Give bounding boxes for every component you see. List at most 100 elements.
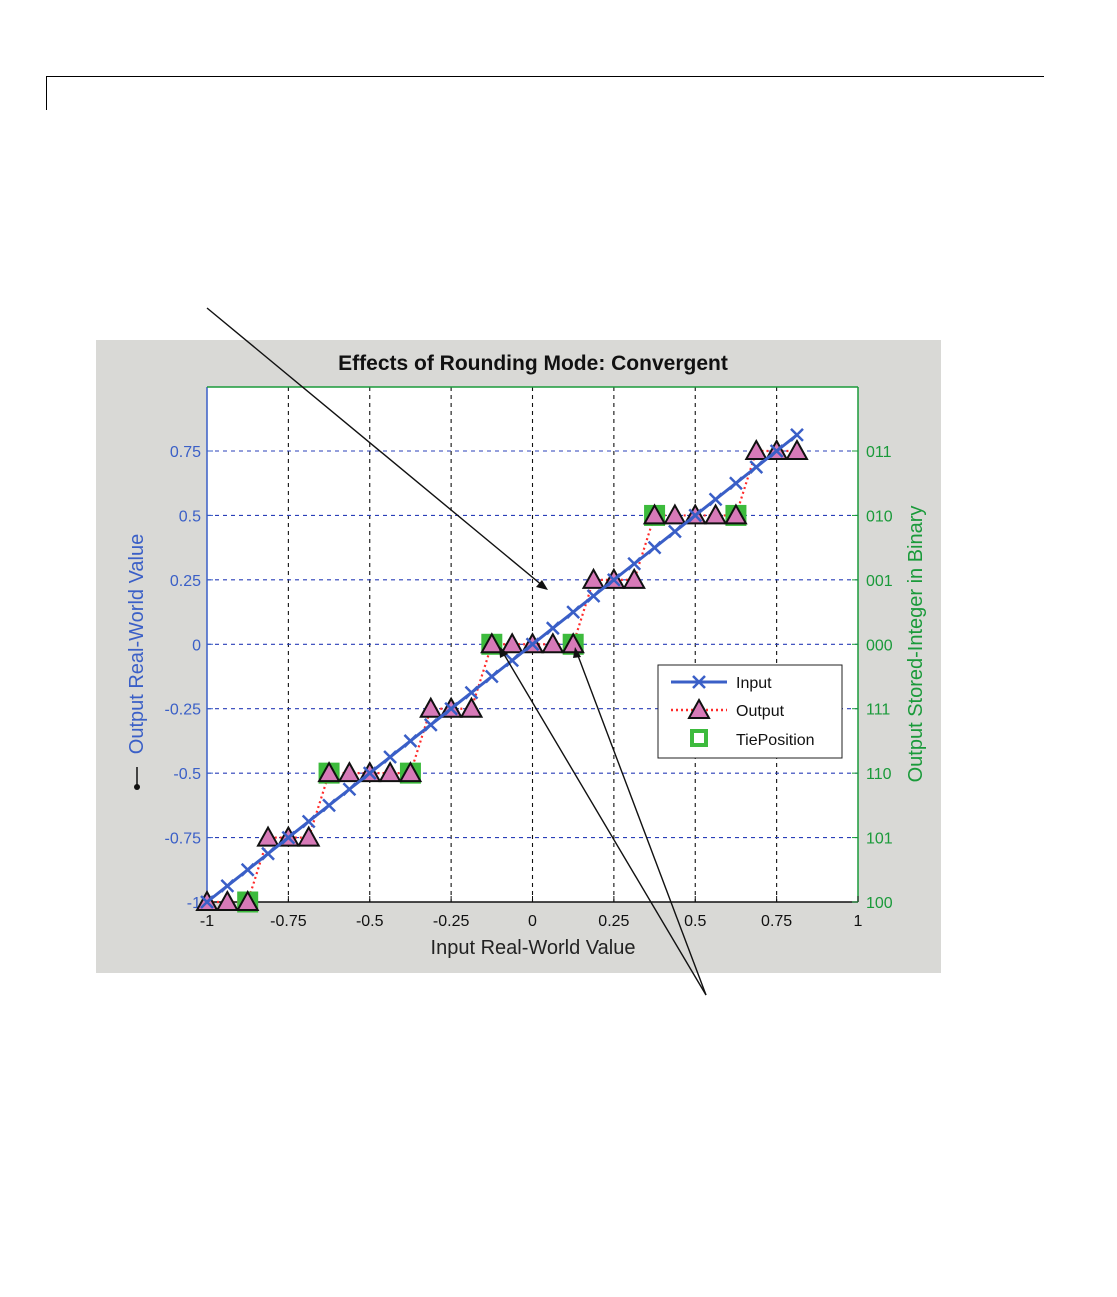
- output-point: [724, 503, 748, 525]
- input-point: [769, 444, 784, 458]
- arrowhead-icon: [573, 647, 581, 658]
- output-point: [581, 567, 606, 589]
- y-tick-label: 0.25: [170, 573, 201, 590]
- input-point: [200, 895, 214, 909]
- x-tick-label: -0.5: [356, 913, 384, 930]
- input-point: [342, 782, 357, 797]
- output-point: [419, 696, 443, 718]
- output-point: [235, 889, 260, 911]
- input-point: [566, 605, 581, 619]
- output-point: [317, 761, 341, 783]
- x-tick-label: 1: [854, 913, 863, 930]
- output-point: [480, 632, 504, 654]
- input-point: [301, 814, 316, 829]
- annotation-arrow: [576, 652, 707, 996]
- input-point: [362, 766, 377, 781]
- input-point: [220, 879, 235, 893]
- input-point: [281, 830, 296, 845]
- input-point: [606, 572, 621, 587]
- legend-label-input: Input: [736, 675, 772, 692]
- input-point: [505, 653, 520, 668]
- output-point: [622, 567, 646, 589]
- y-tick-label: -0.5: [173, 766, 201, 783]
- legend-item-output: Output: [671, 697, 785, 720]
- input-point: [322, 798, 336, 813]
- x-tick-label: 0: [528, 913, 537, 930]
- x-tick-label: 0.75: [761, 913, 792, 930]
- y-tick-label: -0.75: [165, 831, 202, 848]
- input-point: [423, 717, 438, 732]
- y2-tick-label: 110: [866, 766, 892, 783]
- input-point: [729, 476, 743, 491]
- y-tick-label: 0.75: [170, 444, 201, 461]
- annotation-arrow: [206, 307, 544, 587]
- output-point: [215, 889, 240, 911]
- x-tick-label: 0.25: [598, 913, 629, 930]
- input-point: [545, 621, 560, 636]
- output-point: [785, 438, 809, 460]
- x-tick-label: -0.25: [433, 913, 470, 930]
- arrowhead-icon: [536, 580, 548, 590]
- output-point: [378, 761, 402, 783]
- x-tick-label: 0.5: [684, 913, 706, 930]
- output-point: [663, 503, 687, 525]
- output-point: [703, 503, 728, 525]
- input-point: [444, 701, 459, 716]
- series-layer: [195, 428, 809, 913]
- legend-label-tieposition: TiePosition: [736, 732, 815, 749]
- input-point: [790, 428, 804, 442]
- input-point: [240, 862, 255, 877]
- input-point: [383, 750, 397, 764]
- input-point: [627, 556, 642, 571]
- input-point: [525, 637, 540, 652]
- output-point: [541, 632, 565, 654]
- page-header-rule: [46, 76, 1044, 77]
- output-point: [642, 503, 667, 525]
- input-point: [464, 685, 479, 700]
- y-tick-label: 0: [192, 637, 201, 654]
- input-point: [586, 589, 601, 603]
- y2-tick-label: 010: [866, 508, 893, 525]
- input-point: [708, 492, 723, 507]
- y2-axis-label: Output Stored-Integer in Binary: [905, 506, 927, 783]
- legend-item-input: Input: [671, 675, 772, 692]
- annotation-arrows: [206, 307, 707, 996]
- y2-tick-label: 101: [866, 831, 893, 848]
- y2-tick-label: 001: [866, 573, 893, 590]
- x-tick-label: -0.75: [270, 913, 307, 930]
- arrowhead-icon: [499, 646, 508, 658]
- y-tick-label: -0.25: [165, 702, 202, 719]
- annotation-arrow: [501, 650, 707, 996]
- output-point: [561, 632, 585, 654]
- page-header-rule-tick: [46, 76, 47, 110]
- y2-tick-label: 111: [866, 702, 890, 719]
- x-axis-label: Input Real-World Value: [431, 937, 636, 959]
- output-point: [744, 438, 768, 460]
- output-point: [337, 761, 362, 783]
- y2-tick-label: 011: [866, 444, 892, 461]
- output-point: [398, 761, 423, 783]
- output-point: [500, 632, 524, 654]
- x-marker-icon: [692, 675, 706, 689]
- output-point: [256, 825, 280, 847]
- y-axis-label: Output Real-World Value: [126, 534, 148, 754]
- legend-label-output: Output: [736, 703, 785, 720]
- legend: Input Output TiePosition: [657, 664, 843, 759]
- input-point: [749, 460, 764, 474]
- output-point: [297, 825, 321, 847]
- input-point: [403, 734, 418, 748]
- input-point: [484, 669, 499, 684]
- input-point: [688, 508, 703, 523]
- pin-icon: [134, 767, 140, 790]
- y-tick-label: 0.5: [179, 508, 201, 525]
- triangle-marker-icon: [687, 697, 711, 719]
- y2-tick-label: 100: [866, 895, 893, 912]
- input-point: [647, 540, 662, 555]
- x-tick-label: -1: [200, 913, 214, 930]
- chart-title: Effects of Rounding Mode: Convergent: [338, 352, 728, 375]
- y2-tick-label: 000: [866, 637, 893, 654]
- input-point: [668, 524, 682, 539]
- legend-item-tieposition: TiePosition: [690, 729, 815, 749]
- output-point: [459, 696, 484, 718]
